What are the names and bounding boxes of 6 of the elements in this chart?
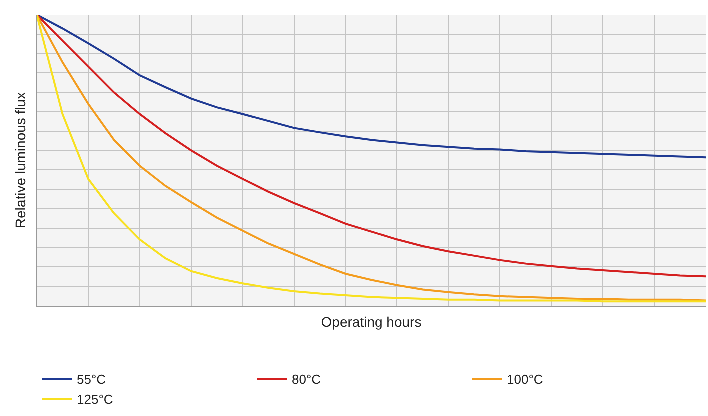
legend-label: 100°C bbox=[507, 372, 544, 388]
y-axis-title: Relative luminous flux bbox=[12, 92, 29, 229]
legend-label: 80°C bbox=[292, 372, 322, 388]
x-axis-title: Operating hours bbox=[321, 314, 422, 330]
legend-label: 125°C bbox=[77, 392, 114, 408]
legend-label: 55°C bbox=[77, 372, 106, 388]
